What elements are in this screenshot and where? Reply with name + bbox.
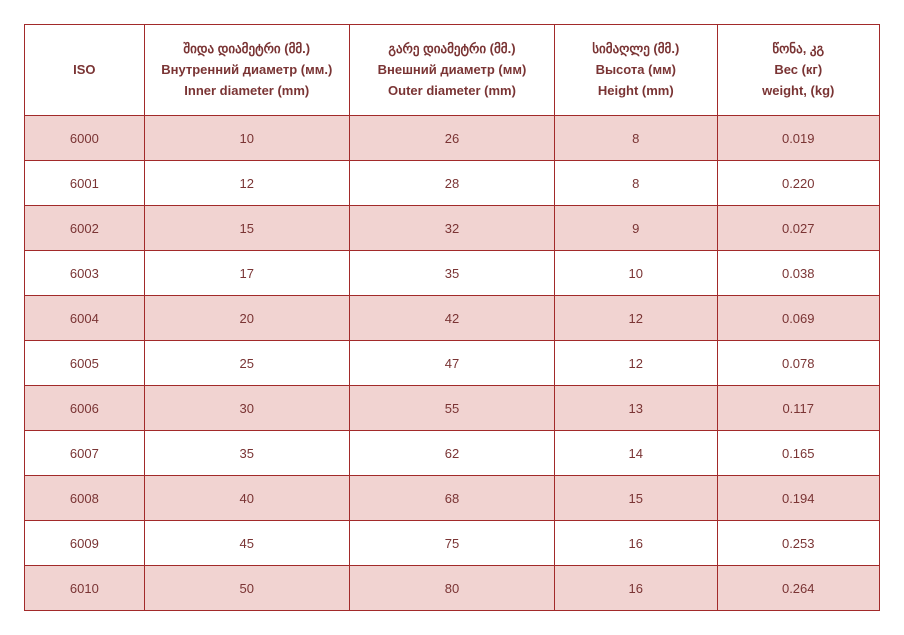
table-cell: 0.038	[717, 251, 880, 296]
col-header-line: Height (mm)	[561, 81, 710, 102]
table-cell: 10	[555, 251, 717, 296]
spec-table-container: ISO შიდა დიამეტრი (მმ.) Внутренний диаме…	[24, 24, 880, 611]
table-cell: 28	[349, 161, 554, 206]
table-row: 60094575160.253	[25, 521, 880, 566]
col-header-line: წონა, კგ	[724, 39, 874, 60]
table-cell: 13	[555, 386, 717, 431]
table-cell: 75	[349, 521, 554, 566]
table-cell: 62	[349, 431, 554, 476]
table-cell: 32	[349, 206, 554, 251]
table-cell: 6004	[25, 296, 145, 341]
table-cell: 20	[144, 296, 349, 341]
col-header-line: Вес (кг)	[724, 60, 874, 81]
table-cell: 0.165	[717, 431, 880, 476]
table-row: 6002153290.027	[25, 206, 880, 251]
col-inner-diameter: შიდა დიამეტრი (მმ.) Внутренний диаметр (…	[144, 25, 349, 116]
table-body: 6000102680.0196001122880.2206002153290.0…	[25, 116, 880, 611]
table-cell: 35	[349, 251, 554, 296]
table-cell: 6002	[25, 206, 145, 251]
table-cell: 6010	[25, 566, 145, 611]
table-cell: 12	[144, 161, 349, 206]
table-cell: 6001	[25, 161, 145, 206]
col-header-line: Внешний диаметр (мм)	[356, 60, 548, 81]
table-cell: 6003	[25, 251, 145, 296]
table-cell: 12	[555, 341, 717, 386]
table-cell: 17	[144, 251, 349, 296]
table-cell: 15	[144, 206, 349, 251]
table-cell: 25	[144, 341, 349, 386]
table-cell: 9	[555, 206, 717, 251]
table-row: 60084068150.194	[25, 476, 880, 521]
table-cell: 6005	[25, 341, 145, 386]
table-cell: 0.264	[717, 566, 880, 611]
table-cell: 68	[349, 476, 554, 521]
table-cell: 12	[555, 296, 717, 341]
table-cell: 16	[555, 521, 717, 566]
table-cell: 30	[144, 386, 349, 431]
table-row: 60031735100.038	[25, 251, 880, 296]
table-cell: 8	[555, 161, 717, 206]
col-header-line: Высота (мм)	[561, 60, 710, 81]
table-cell: 6007	[25, 431, 145, 476]
table-cell: 0.220	[717, 161, 880, 206]
table-cell: 16	[555, 566, 717, 611]
col-header-line: ISO	[31, 60, 138, 81]
table-cell: 6006	[25, 386, 145, 431]
col-header-line: გარე დიამეტრი (მმ.)	[356, 39, 548, 60]
table-cell: 6009	[25, 521, 145, 566]
table-cell: 6000	[25, 116, 145, 161]
table-row: 6000102680.019	[25, 116, 880, 161]
table-cell: 10	[144, 116, 349, 161]
table-row: 60073562140.165	[25, 431, 880, 476]
table-row: 60042042120.069	[25, 296, 880, 341]
table-cell: 47	[349, 341, 554, 386]
table-cell: 0.117	[717, 386, 880, 431]
table-cell: 35	[144, 431, 349, 476]
table-cell: 14	[555, 431, 717, 476]
table-cell: 0.253	[717, 521, 880, 566]
col-height: სიმაღლე (მმ.) Высота (мм) Height (mm)	[555, 25, 717, 116]
col-iso: ISO	[25, 25, 145, 116]
col-header-line: Внутренний диаметр (мм.)	[151, 60, 343, 81]
table-cell: 0.078	[717, 341, 880, 386]
spec-table: ISO შიდა დიამეტრი (მმ.) Внутренний диаме…	[24, 24, 880, 611]
table-cell: 80	[349, 566, 554, 611]
col-weight: წონა, კგ Вес (кг) weight, (kg)	[717, 25, 880, 116]
col-outer-diameter: გარე დიამეტრი (მმ.) Внешний диаметр (мм)…	[349, 25, 554, 116]
col-header-line: Outer diameter (mm)	[356, 81, 548, 102]
table-cell: 26	[349, 116, 554, 161]
table-cell: 8	[555, 116, 717, 161]
table-cell: 50	[144, 566, 349, 611]
table-cell: 15	[555, 476, 717, 521]
table-row: 60052547120.078	[25, 341, 880, 386]
table-cell: 6008	[25, 476, 145, 521]
col-header-line: Inner diameter (mm)	[151, 81, 343, 102]
table-row: 60063055130.117	[25, 386, 880, 431]
table-cell: 0.027	[717, 206, 880, 251]
table-cell: 55	[349, 386, 554, 431]
table-row: 60105080160.264	[25, 566, 880, 611]
col-header-line: შიდა დიამეტრი (მმ.)	[151, 39, 343, 60]
table-cell: 40	[144, 476, 349, 521]
table-cell: 0.019	[717, 116, 880, 161]
table-cell: 0.069	[717, 296, 880, 341]
table-cell: 42	[349, 296, 554, 341]
table-cell: 45	[144, 521, 349, 566]
col-header-line: სიმაღლე (მმ.)	[561, 39, 710, 60]
table-cell: 0.194	[717, 476, 880, 521]
col-header-line: weight, (kg)	[724, 81, 874, 102]
table-row: 6001122880.220	[25, 161, 880, 206]
table-header: ISO შიდა დიამეტრი (მმ.) Внутренний диаме…	[25, 25, 880, 116]
